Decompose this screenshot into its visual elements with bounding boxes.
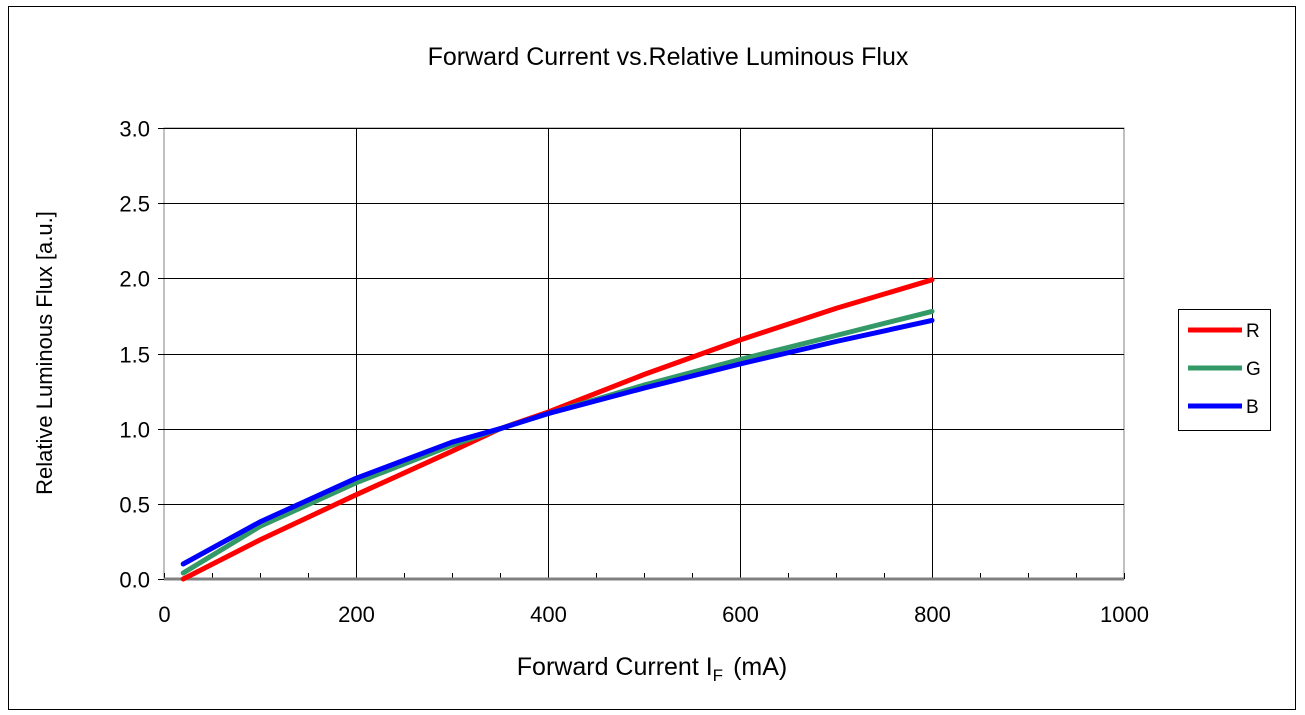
x-axis-label-subscript: F <box>713 666 723 685</box>
x-axis-label-unit: (mA) <box>733 653 787 681</box>
x-tick-label: 800 <box>914 602 951 627</box>
y-tick-label: 3.0 <box>119 117 150 142</box>
gridlines <box>164 128 1124 579</box>
y-axis-label: Relative Luminous Flux [a.u.] <box>32 211 57 495</box>
tick-labels: 0.0 0.5 1.0 1.5 2.0 2.5 3.0 0 200 400 600 800 1000 <box>119 117 1149 628</box>
legend-label-r: R <box>1246 321 1260 342</box>
x-tick-label: 200 <box>338 602 375 627</box>
y-tick-label: 0.5 <box>119 493 150 518</box>
x-axis-label-main: Forward Current I <box>517 653 713 681</box>
y-tick-label: 1.0 <box>119 418 150 443</box>
y-tick-label: 0.0 <box>119 568 150 593</box>
axis-ticks <box>158 128 1125 581</box>
x-axis-label: Forward Current IF (mA) <box>517 653 787 685</box>
x-tick-label: 400 <box>530 602 567 627</box>
plot-area <box>163 127 1125 580</box>
series-layer <box>180 277 935 582</box>
x-tick-label: 1000 <box>1100 602 1149 627</box>
x-tick-label: 0 <box>158 602 170 627</box>
y-tick-label: 1.5 <box>119 343 150 368</box>
x-tick-label: 600 <box>722 602 759 627</box>
y-tick-label: 2.0 <box>119 267 150 292</box>
legend-label-b: B <box>1246 397 1259 418</box>
chart-title: Forward Current vs.Relative Luminous Flu… <box>428 43 909 71</box>
legend-label-g: G <box>1246 359 1261 380</box>
y-tick-label: 2.5 <box>119 192 150 217</box>
series-line-b <box>180 317 935 567</box>
legend: RGB <box>1178 309 1271 431</box>
